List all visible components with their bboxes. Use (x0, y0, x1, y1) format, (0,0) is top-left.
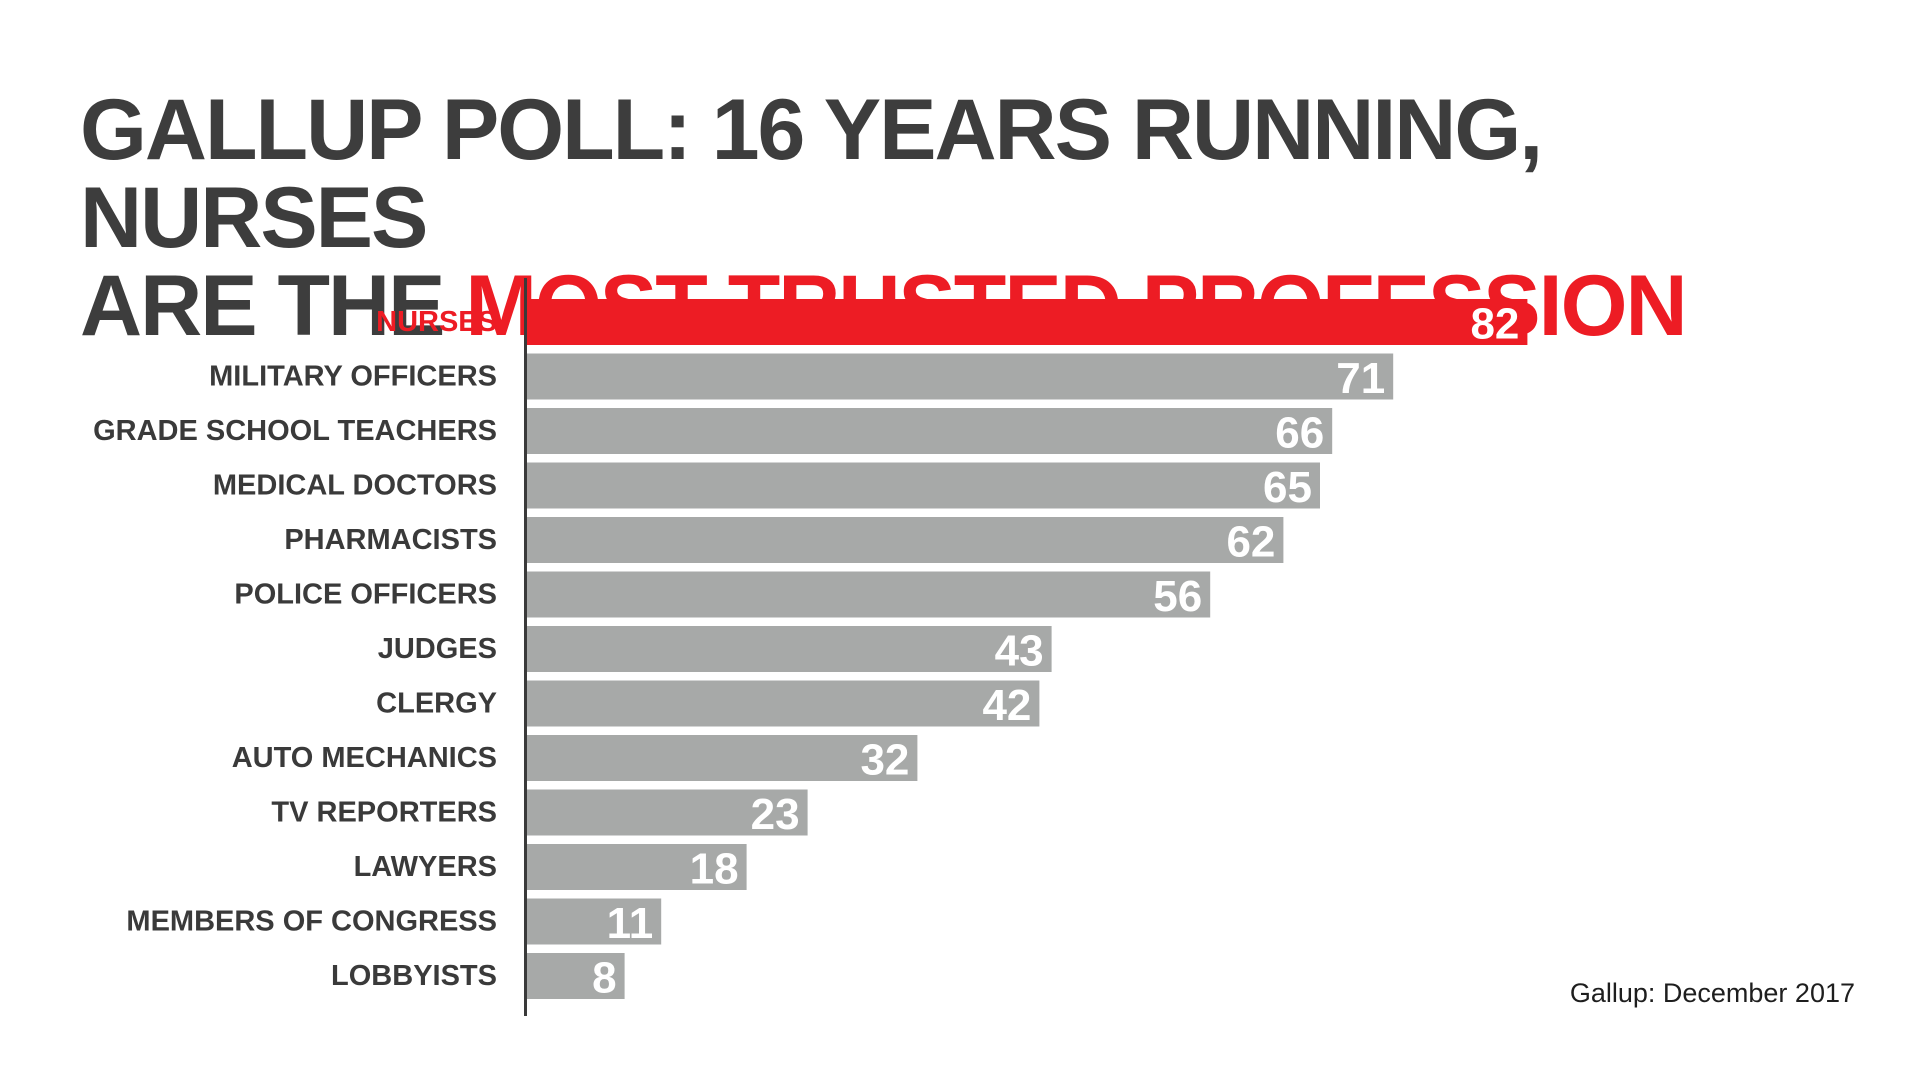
bar-grade-school-teachers (527, 408, 1333, 454)
headline-line-1: GALLUP POLL: 16 YEARS RUNNING, NURSES (80, 82, 1543, 266)
category-label-members-of-congress: MEMBERS OF CONGRESS (126, 906, 497, 938)
category-label-lobbyists: LOBBYISTS (331, 960, 497, 992)
value-label-lobbyists: 8 (592, 954, 616, 1003)
category-label-military-officers: MILITARY OFFICERS (209, 361, 497, 393)
category-label-auto-mechanics: AUTO MECHANICS (232, 742, 497, 774)
value-label-members-of-congress: 11 (607, 899, 654, 948)
category-label-clergy: CLERGY (376, 688, 497, 720)
value-label-clergy: 42 (982, 681, 1031, 730)
category-label-judges: JUDGES (378, 633, 497, 665)
value-label-police-officers: 56 (1153, 572, 1202, 621)
value-label-lawyers: 18 (690, 845, 739, 894)
headline-line-2-prefix: ARE THE (80, 258, 466, 354)
bar-members-of-congress (527, 898, 662, 945)
value-label-medical-doctors: 65 (1263, 463, 1312, 512)
bar-police-officers (527, 571, 1211, 618)
value-label-tv-reporters: 23 (751, 790, 800, 839)
source-note: Gallup: December 2017 (1569, 978, 1855, 1008)
bar-military-officers (527, 353, 1394, 400)
category-label-police-officers: POLICE OFFICERS (234, 579, 497, 611)
value-label-judges: 43 (995, 627, 1044, 676)
bar-tv-reporters (527, 789, 808, 836)
value-label-pharmacists: 62 (1226, 518, 1275, 567)
bar-medical-doctors (527, 462, 1320, 509)
value-label-nurses: 82 (1470, 300, 1519, 349)
bar-lawyers (527, 844, 747, 890)
category-label-lawyers: LAWYERS (354, 851, 497, 883)
category-label-nurses: NURSES (376, 306, 497, 338)
category-label-tv-reporters: TV REPORTERS (271, 797, 497, 829)
bar-nurses (527, 299, 1528, 345)
bar-auto-mechanics (527, 735, 918, 781)
category-labels-group: NURSES MILITARY OFFICERS GRADE SCHOOL TEAC… (93, 306, 497, 992)
category-label-pharmacists: PHARMACISTS (284, 524, 497, 556)
bar-clergy (527, 680, 1040, 727)
value-label-military-officers: 71 (1336, 354, 1385, 403)
bar-lobbyists (527, 953, 625, 999)
value-label-auto-mechanics: 32 (860, 736, 909, 785)
bar-judges (527, 626, 1052, 672)
bars-group (527, 299, 1528, 999)
value-label-grade-school-teachers: 66 (1275, 409, 1324, 458)
bar-pharmacists (527, 517, 1284, 563)
category-label-grade-school-teachers: GRADE SCHOOL TEACHERS (93, 415, 497, 447)
category-label-medical-doctors: MEDICAL DOCTORS (213, 470, 497, 502)
